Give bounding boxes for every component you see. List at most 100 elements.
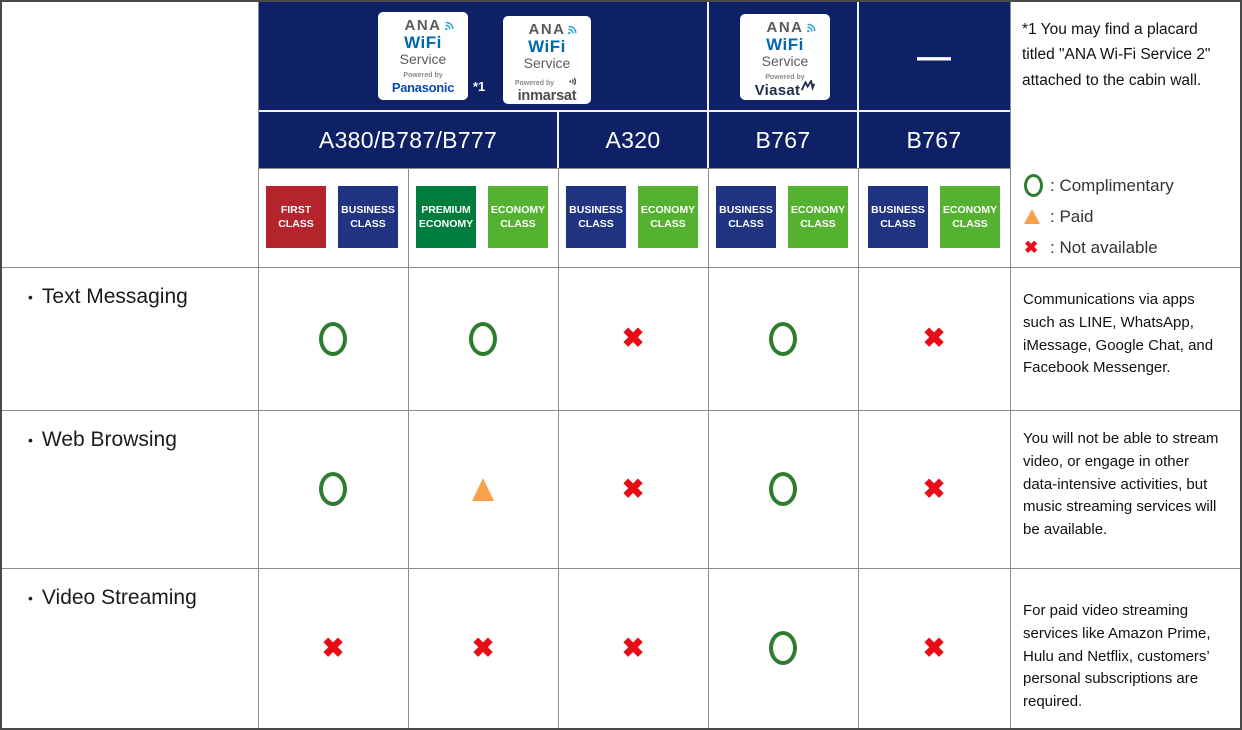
grid-line: [2, 568, 1240, 569]
badge-business-class: BUSINESS CLASS: [716, 186, 776, 248]
grid-line: [1010, 2, 1011, 728]
row-label-text: Web Browsing: [41, 428, 177, 451]
cell-web-browsing-b767-viasat: [708, 410, 858, 568]
cell-video-streaming-b767-none: [858, 568, 1010, 728]
availability-symbol: [472, 477, 494, 501]
legend-item-complimentary: : Complimentary: [1024, 170, 1234, 201]
row-label-video-streaming: • Video Streaming: [28, 586, 197, 610]
legend-label: : Not available: [1050, 237, 1158, 257]
logo-service-text: Service: [761, 52, 809, 69]
cell-text-messaging-b767-none: [858, 267, 1010, 410]
ana-wifi-logo-panasonic: ANA WiFi Service Powered by Panasonic: [378, 12, 468, 100]
note-video-streaming: For paid video streaming services like A…: [1023, 602, 1211, 711]
aircraft-a380-b787-b777: A380/B787/B777: [318, 126, 498, 153]
availability-symbol: [769, 472, 797, 506]
ana-wifi-logo-inmarsat: ANA WiFi Service Powered by inmarsat: [503, 16, 591, 104]
cell-web-browsing-premium-economy: [408, 410, 558, 568]
header-divider: [857, 2, 859, 168]
footnote-asterisk-1: *1: [473, 79, 486, 94]
row-label-web-browsing: • Web Browsing: [28, 428, 177, 452]
availability-symbol: [469, 321, 497, 356]
row-label-text: Video Streaming: [41, 586, 197, 609]
grid-line: [708, 168, 709, 728]
availability-symbol: [923, 476, 946, 503]
inmarsat-wordmark: inmarsat: [517, 87, 577, 104]
inmarsat-signal-icon: [569, 77, 577, 86]
badge-business-class: BUSINESS CLASS: [338, 186, 398, 248]
availability-symbol: [769, 321, 797, 356]
aircraft-a320: A320: [605, 126, 661, 153]
paid-triangle-icon: [1024, 209, 1050, 224]
header-divider: [557, 112, 559, 168]
availability-symbol: [319, 472, 347, 506]
cell-video-streaming-a320: [558, 568, 708, 728]
badge-economy-class: ECONOMY CLASS: [940, 186, 1000, 248]
availability-symbol: [769, 631, 797, 665]
availability-symbol: [622, 325, 645, 352]
grid-line: [258, 2, 259, 728]
logo-powered-by: Powered by: [765, 73, 805, 81]
badge-economy-class: ECONOMY CLASS: [638, 186, 698, 248]
grid-line: [408, 168, 409, 728]
grid-line: [858, 168, 859, 728]
not-available-cross-icon: [1024, 239, 1050, 256]
badge-economy-class: ECONOMY CLASS: [788, 186, 848, 248]
grid-line: [558, 168, 559, 728]
panasonic-wordmark: Panasonic: [391, 79, 455, 95]
bullet-icon: •: [28, 289, 33, 305]
legend-item-not-available: : Not available: [1024, 232, 1234, 263]
cell-video-streaming-b767-viasat: [708, 568, 858, 728]
note-text-messaging: Communications via apps such as LINE, Wh…: [1023, 291, 1214, 377]
availability-symbol: [319, 321, 347, 356]
cell-web-browsing-b767-none: [858, 410, 1010, 568]
logo-ana-text: ANA: [528, 21, 566, 38]
availability-symbol: [622, 476, 645, 503]
bullet-icon: •: [28, 432, 33, 448]
badge-business-class: BUSINESS CLASS: [566, 186, 626, 248]
availability-symbol: [472, 635, 495, 662]
cell-text-messaging-premium-economy: [408, 267, 558, 410]
cell-text-messaging-b767-viasat: [708, 267, 858, 410]
logo-powered-by: Powered by: [403, 71, 443, 79]
badge-first-class: FIRST CLASS: [266, 186, 326, 248]
legend-label: : Paid: [1050, 206, 1094, 226]
ana-wifi-logo-viasat: ANA WiFi Service Powered by Viasat: [740, 14, 830, 100]
badge-business-class: BUSINESS CLASS: [868, 186, 928, 248]
logo-ana-text: ANA: [404, 17, 442, 34]
viasat-wordmark: Viasat: [754, 79, 816, 100]
header-divider: [707, 2, 709, 168]
note-web-browsing: You will not be able to stream video, or…: [1023, 430, 1219, 539]
availability-symbol: [923, 325, 946, 352]
wifi-signal-icon: [807, 23, 816, 33]
viasat-text: Viasat: [754, 81, 801, 99]
row-label-text: Text Messaging: [41, 285, 188, 308]
aircraft-b767-none: B767: [906, 126, 962, 153]
cell-web-browsing-first-business: [258, 410, 408, 568]
complimentary-circle-icon: [1024, 174, 1050, 197]
logo-wifi-text: WiFi: [404, 32, 442, 52]
aircraft-b767-viasat: B767: [755, 126, 811, 153]
logo-ana-text: ANA: [766, 19, 804, 36]
no-wifi-dash: —: [917, 37, 951, 76]
availability-symbol: [923, 635, 946, 662]
logo-service-text: Service: [399, 50, 447, 67]
wifi-signal-icon: [445, 21, 454, 31]
grid-line: [2, 267, 1240, 268]
cell-text-messaging-first-business: [258, 267, 408, 410]
legend: : Complimentary : Paid : Not available: [1024, 170, 1234, 263]
availability-symbol: [322, 635, 345, 662]
grid-line: [258, 168, 1010, 169]
footnote-placard-note: *1 You may find a placard titled "ANA Wi…: [1022, 21, 1211, 89]
wifi-signal-icon: [568, 25, 577, 35]
badge-economy-class: ECONOMY CLASS: [488, 186, 548, 248]
badge-premium-economy: PREMIUM ECONOMY: [416, 186, 476, 248]
logo-wifi-text: WiFi: [528, 36, 566, 56]
cell-text-messaging-a320: [558, 267, 708, 410]
header-divider: [258, 110, 1010, 112]
cell-web-browsing-a320: [558, 410, 708, 568]
logo-service-text: Service: [523, 54, 571, 71]
logo-wifi-text: WiFi: [766, 34, 804, 54]
viasat-mark-icon: [801, 79, 816, 91]
cell-video-streaming-first-business: [258, 568, 408, 728]
